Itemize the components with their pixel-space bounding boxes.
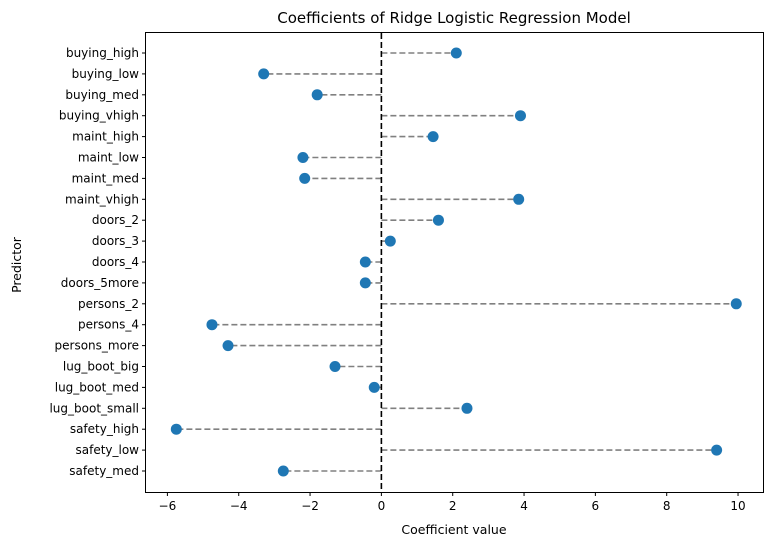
x-tick-label: 10 <box>730 499 745 513</box>
y-tick-label: maint_high <box>72 130 139 144</box>
y-tick-label: safety_low <box>75 443 139 457</box>
y-tick-label: buying_low <box>72 67 140 81</box>
x-tick-label: −4 <box>230 499 248 513</box>
x-tick-label: −6 <box>159 499 177 513</box>
y-tick-label: maint_vhigh <box>65 192 139 206</box>
data-point <box>513 193 525 205</box>
data-point <box>368 381 380 393</box>
x-tick-label: 6 <box>592 499 600 513</box>
y-tick-label: safety_high <box>70 422 139 436</box>
y-axis: buying_high buying_low buying_med buying_vh… <box>49 46 146 478</box>
data-point <box>427 131 439 143</box>
data-point <box>277 465 289 477</box>
y-tick-label: persons_4 <box>78 318 139 332</box>
data-point <box>299 172 311 184</box>
y-tick-label: lug_boot_big <box>63 360 139 374</box>
data-point <box>222 340 234 352</box>
x-axis: −6 −4 −2 0 2 4 6 8 10 <box>159 492 746 513</box>
plot-area-frame <box>145 32 764 493</box>
y-tick-label: maint_low <box>78 151 139 165</box>
y-tick-label: buying_med <box>65 88 139 102</box>
x-tick-label: 8 <box>663 499 671 513</box>
data-point <box>206 319 218 331</box>
y-tick-label: buying_high <box>66 46 139 60</box>
y-tick-label: lug_boot_med <box>55 380 139 394</box>
data-point <box>450 47 462 59</box>
y-tick-label: maint_med <box>72 171 139 185</box>
y-tick-label: doors_3 <box>92 234 139 248</box>
chart-title: Coefficients of Ridge Logistic Regressio… <box>277 9 631 27</box>
y-tick-label: doors_4 <box>92 255 139 269</box>
y-tick-label: doors_5more <box>61 276 139 290</box>
data-point <box>258 68 270 80</box>
data-point <box>730 298 742 310</box>
x-tick-label: −2 <box>301 499 319 513</box>
data-point <box>384 235 396 247</box>
data-point <box>432 214 444 226</box>
data-point <box>329 361 341 372</box>
y-tick-label: persons_2 <box>78 297 139 311</box>
x-tick-label: 2 <box>449 499 457 513</box>
y-tick-label: buying_vhigh <box>59 109 139 123</box>
x-tick-label: 0 <box>378 499 386 513</box>
data-points <box>170 47 742 477</box>
stem-lines <box>176 52 737 472</box>
y-axis-title: Predictor <box>9 236 24 293</box>
data-point <box>514 110 526 122</box>
data-point <box>170 423 182 435</box>
data-point <box>711 444 723 456</box>
y-tick-label: persons_more <box>55 339 139 353</box>
data-point <box>359 256 371 268</box>
data-point <box>359 277 371 289</box>
data-point <box>297 152 309 163</box>
y-tick-label: doors_2 <box>92 213 139 227</box>
data-point <box>311 89 323 101</box>
x-axis-title: Coefficient value <box>401 522 506 537</box>
data-point <box>461 402 473 414</box>
y-tick-label: safety_med <box>69 464 139 478</box>
x-tick-label: 4 <box>520 499 528 513</box>
y-tick-label: lug_boot_small <box>49 401 139 415</box>
